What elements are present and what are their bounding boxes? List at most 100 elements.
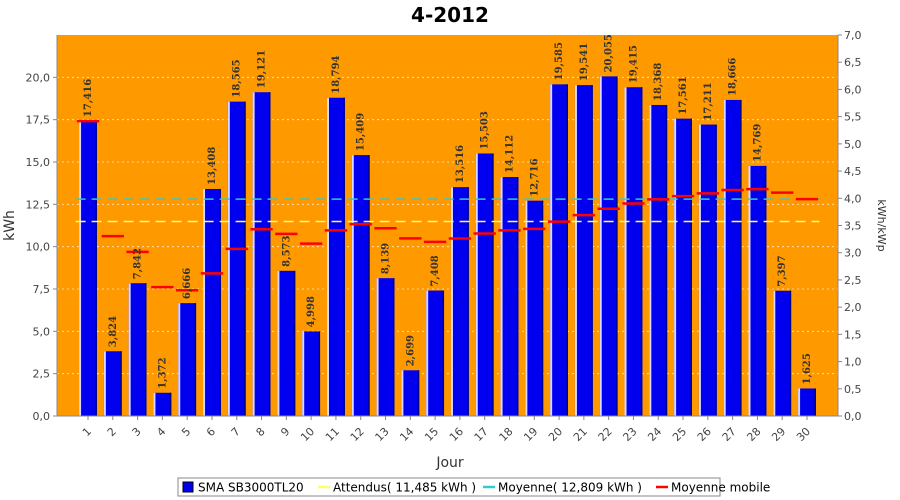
x-tick-label: 8 [254,425,268,439]
bar-shadow [145,283,147,416]
bar-highlight [327,97,330,416]
y2-axis-label: kWh/kWp [875,199,888,251]
bar-shadow [194,303,197,416]
bar-group [773,290,792,416]
x-tick-label: 1 [80,425,94,439]
bar [525,200,544,416]
bar-group [599,76,618,416]
bar [178,303,197,416]
y2-tick-label: 5,0 [844,138,862,151]
data-label: 8,139 [381,243,392,274]
bar-shadow [665,104,668,416]
bar-group [723,99,742,417]
bar-highlight [252,92,255,416]
x-tick-label: 18 [497,425,516,444]
bar-highlight [302,331,305,416]
data-label: 7,397 [777,255,788,286]
legend: SMA SB3000TL20 Attendus( 11,485 kWh ) Moye… [177,477,770,497]
bar-highlight [748,165,751,416]
bar [798,388,816,416]
bar-shadow [318,331,321,416]
bar-shadow [467,187,469,416]
data-label: 19,415 [628,45,639,83]
bar [550,84,568,417]
legend-item: Moyenne( 12,809 kWh ) [483,481,642,495]
bar-shadow [442,290,445,416]
bar-highlight [203,188,206,416]
bar [698,124,717,417]
bar [128,283,147,416]
y2-tick-label: 6,5 [844,56,862,69]
x-tick-label: 21 [571,425,590,444]
y2-tick-label: 4,0 [844,192,862,205]
bar-group [698,124,717,417]
bar-shadow [640,87,643,417]
data-label: 20,055 [604,34,615,72]
bar-group [203,188,221,416]
data-label: 14,112 [504,135,515,173]
legend-label: SMA SB3000TL20 [198,481,304,495]
legend-label: Attendus( 11,485 kWh ) [333,481,476,495]
bar [302,331,321,416]
data-label: 17,211 [703,82,714,120]
y-tick-label: 12,5 [26,198,51,211]
bar-highlight [128,283,131,416]
bar-group [327,97,345,416]
bar-shadow [541,200,544,416]
bar-highlight [153,392,156,416]
bar-shadow [516,177,519,416]
bar-highlight [277,270,280,416]
data-label: 19,541 [579,43,590,81]
y2-tick-label: 6,0 [844,83,862,96]
bar-group [128,283,147,416]
bar-shadow [392,278,395,416]
y2-tick-label: 2,5 [844,274,862,287]
bar-shadow [616,76,618,416]
bar-highlight [351,155,354,416]
bar [624,87,643,417]
x-tick-label: 12 [348,425,367,444]
bar [475,153,494,416]
bar-highlight [723,99,726,417]
bar-shadow [219,188,221,416]
bar-highlight [649,104,652,416]
y-tick-label: 17,5 [26,114,51,127]
data-labels: 17,416 3,824 7,842 1,372 6,666 13,408 18,565 19… [83,34,813,389]
data-label: 18,565 [232,59,243,97]
bar [500,177,519,416]
data-label: 17,416 [83,79,94,117]
bar-highlight [798,388,801,416]
bar [203,188,221,416]
bar [277,270,296,416]
y-tick-label: 20,0 [26,71,51,84]
bar-highlight [624,87,627,417]
bar-group [550,84,568,417]
bar-group [351,155,370,416]
data-label: 2,699 [405,335,416,366]
data-label: 18,666 [728,58,739,96]
y-tick-label: 2,5 [33,368,51,381]
bar-shadow [715,124,717,417]
bar [574,85,593,416]
bar-group [252,92,271,416]
bar [351,155,370,416]
bar-highlight [475,153,478,416]
bar-highlight [698,124,701,417]
data-label: 13,516 [455,145,466,183]
data-label: 18,368 [653,63,664,101]
x-tick-label: 4 [154,425,168,439]
bar-series [79,76,816,417]
data-label: 7,408 [430,255,441,286]
bar-group [475,153,494,416]
y2-tick-label: 5,5 [844,111,862,124]
y-tick-label: 5,0 [33,325,51,338]
bar-highlight [599,76,602,416]
bar-shadow [244,101,246,417]
bar-group [227,101,246,417]
legend-box [177,477,721,497]
bar [327,97,345,416]
x-tick-label: 14 [397,425,416,444]
bar-shadow [566,84,568,417]
data-label: 8,573 [281,235,292,266]
x-tick-label: 6 [204,425,218,439]
